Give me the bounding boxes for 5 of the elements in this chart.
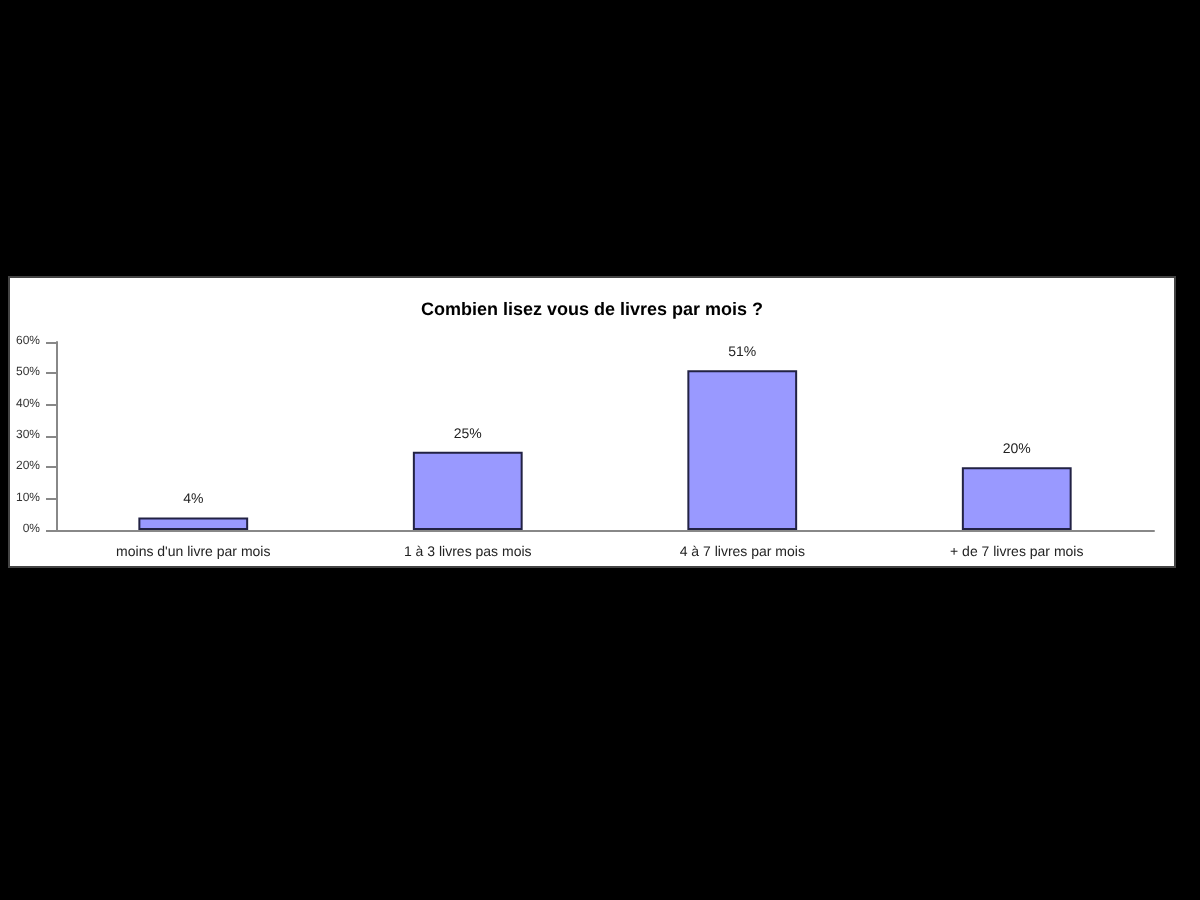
bar — [412, 451, 523, 530]
bar — [687, 370, 798, 530]
bar — [961, 467, 1072, 530]
chart-title: Combien lisez vous de livres par mois ? — [420, 299, 764, 319]
bar — [138, 517, 249, 530]
